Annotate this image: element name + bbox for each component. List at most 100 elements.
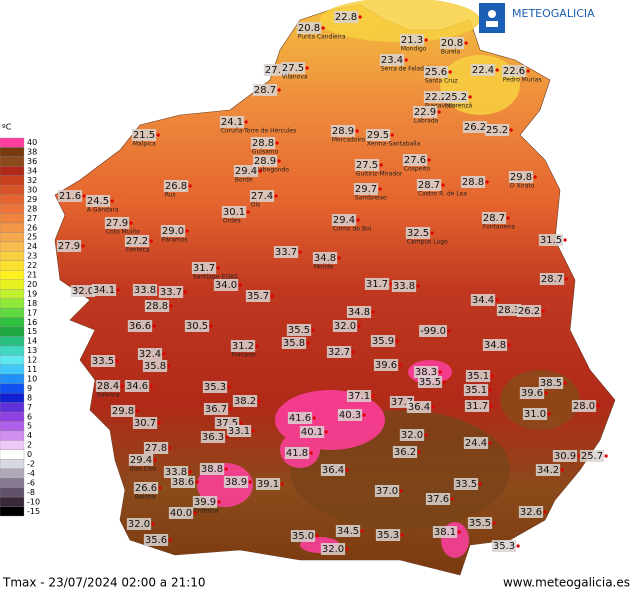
station-dot (416, 284, 420, 288)
station-value: 22.4 (472, 65, 494, 76)
station-dot (450, 497, 454, 501)
legend-swatch (0, 137, 25, 148)
station-box (287, 412, 313, 424)
station-value: 34.8 (484, 340, 506, 351)
legend-label: 26 (27, 223, 37, 232)
legend-swatch (0, 496, 25, 507)
station-box (335, 525, 361, 537)
station-value: 23.4 (381, 55, 403, 66)
station-dot (448, 70, 452, 74)
station-value: 33.7 (275, 247, 297, 258)
station-dot (492, 521, 496, 525)
station-value: 32.0 (334, 321, 356, 332)
station-box (281, 337, 307, 349)
station-box (519, 387, 545, 399)
station-box (333, 11, 359, 23)
station-box (516, 305, 542, 317)
station-value: 28.9 (254, 156, 276, 167)
station-name: Castro R. de Lea (418, 191, 467, 198)
station-name: Mondigo (401, 46, 427, 53)
station-dot (217, 500, 221, 504)
station-value: 38.2 (234, 396, 256, 407)
legend-swatch (0, 392, 25, 403)
station-name: Borde (235, 177, 253, 184)
station-dot (371, 310, 375, 314)
station-dot (183, 290, 187, 294)
station-dot (129, 221, 133, 225)
station-name: Pedro Murias (503, 77, 542, 84)
station-value: 33.8 (393, 281, 415, 292)
station-box (320, 543, 346, 555)
station-value: 29.4 (235, 166, 257, 177)
station-value: 38.1 (434, 527, 456, 538)
station-box (482, 339, 508, 351)
station-dot (168, 538, 172, 542)
station-dot (485, 180, 489, 184)
station-value: 39.9 (194, 497, 216, 508)
station-dot (345, 468, 349, 472)
station-dot (379, 163, 383, 167)
station-box (163, 466, 189, 478)
station-dot (120, 384, 124, 388)
station-box (132, 417, 158, 429)
station-value: 32.5 (407, 228, 429, 239)
station-name: Illas Cíes (130, 466, 157, 473)
station-name: Serra de Faladoira (381, 66, 436, 73)
station-value: 27.8 (145, 443, 167, 454)
legend-swatch (0, 175, 25, 186)
station-value: 27.9 (58, 241, 80, 252)
station-dot (427, 158, 431, 162)
station-dot (390, 133, 394, 137)
station-box (508, 171, 534, 183)
station-name: O Xirato (510, 183, 535, 190)
station-dot (357, 324, 361, 328)
legend-label: 27 (27, 214, 37, 223)
station-value: 35.3 (377, 530, 399, 541)
station-dot (533, 175, 537, 179)
station-name: Coto Muiño (106, 229, 140, 236)
station-name: Malpica (133, 141, 156, 148)
station-value: 40.0 (170, 508, 192, 519)
station-value: 35.8 (283, 338, 305, 349)
station-box (230, 340, 256, 352)
station-box (56, 240, 82, 252)
station-box (425, 493, 451, 505)
station-value: 35.0 (292, 531, 314, 542)
station-box (284, 447, 310, 459)
station-value: 34.6 (126, 381, 148, 392)
station-dot (417, 450, 421, 454)
station-dot (255, 344, 259, 348)
station-box (137, 348, 163, 360)
legend-label: 5 (27, 422, 32, 431)
station-value: 26.6 (135, 483, 157, 494)
station-name: Labrada (414, 118, 439, 125)
logo-icon (486, 21, 498, 27)
legend-swatch (0, 232, 25, 243)
station-name: Fontaneira (483, 224, 515, 231)
station-dot (82, 194, 86, 198)
station-value: 28.4 (97, 381, 119, 392)
station-value: 31.7 (366, 279, 388, 290)
station-dot (135, 409, 139, 413)
station-box (142, 360, 168, 372)
legend-swatch (0, 402, 25, 413)
station-dot (209, 324, 213, 328)
station-dot (149, 384, 153, 388)
station-dot (526, 69, 530, 73)
station-dot (543, 510, 547, 514)
legend-label: -6 (27, 478, 35, 487)
station-box (373, 359, 399, 371)
station-value: 35.7 (247, 291, 269, 302)
station-box (143, 442, 169, 454)
station-dot (437, 110, 441, 114)
station-name: Corno do Boi (333, 226, 372, 233)
station-box (143, 534, 169, 546)
station-name: Lourenzá (445, 103, 473, 110)
station-box (184, 320, 210, 332)
legend-swatch (0, 364, 25, 375)
station-value: 38.6 (172, 477, 194, 488)
legend-label: 19 (27, 289, 37, 298)
station-value: 28.0 (573, 401, 595, 412)
station-dot (495, 298, 499, 302)
